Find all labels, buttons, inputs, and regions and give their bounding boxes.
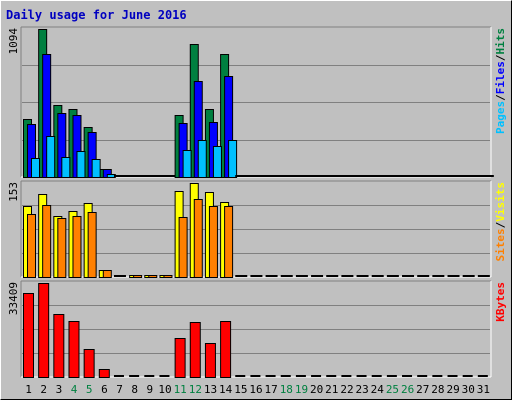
x-tick-label: 14 [219, 383, 233, 396]
x-tick-label: 4 [71, 383, 78, 396]
bar-pages [212, 146, 222, 178]
x-tick-label: 10 [158, 383, 171, 396]
x-tick-label: 28 [431, 383, 444, 396]
x-tick-label: 7 [116, 383, 123, 396]
bar-pages [197, 140, 207, 178]
bar-sites [102, 270, 112, 278]
x-tick-label: 6 [101, 383, 108, 396]
bar-kbytes [68, 321, 80, 378]
bar-kbytes [204, 343, 216, 378]
bar-sites [27, 214, 36, 278]
bar-kbytes [53, 314, 65, 378]
x-tick-label: 21 [325, 383, 338, 396]
bar-kbytes [189, 322, 201, 378]
bar-kbytes [38, 283, 50, 378]
x-tick-label: 13 [204, 383, 217, 396]
bar-pages [76, 151, 86, 178]
legend-entry: Hits [494, 28, 507, 55]
legend: Sites/Visits [494, 182, 507, 262]
x-tick-label: 8 [131, 383, 138, 396]
legend-entry: / [494, 94, 507, 101]
bar-kbytes [83, 349, 95, 378]
bar-sites [57, 218, 67, 278]
bar-pages [182, 150, 192, 178]
bar-kbytes [23, 293, 34, 378]
x-tick-label: 22 [340, 383, 353, 396]
x-tick-label: 26 [401, 383, 414, 396]
x-tick-label: 31 [477, 383, 490, 396]
bar-sites [178, 217, 188, 278]
bar-pages [46, 136, 56, 178]
bar-sites [87, 212, 97, 278]
x-tick-label: 25 [386, 383, 399, 396]
bar-sites [163, 275, 173, 278]
bar-kbytes [174, 338, 186, 378]
bar-sites [224, 206, 234, 278]
y-axis-max-label: 153 [7, 182, 20, 202]
x-tick-label: 12 [189, 383, 202, 396]
x-tick-label: 11 [174, 383, 187, 396]
x-tick-label: 29 [446, 383, 459, 396]
x-tick-label: 2 [40, 383, 47, 396]
y-axis-max-label: 1094 [7, 28, 20, 55]
x-tick-label: 16 [249, 383, 262, 396]
bar-sites [148, 275, 158, 278]
bar-kbytes [98, 369, 110, 378]
legend-entry: Files [494, 61, 507, 94]
x-tick-label: 24 [371, 383, 385, 396]
bar-sites [42, 205, 52, 278]
bar-kbytes [220, 321, 232, 378]
legend-entry: / [494, 54, 507, 61]
legend-entry: / [494, 221, 507, 228]
legend-entry: Visits [494, 182, 507, 222]
x-tick-label: 9 [147, 383, 154, 396]
chart-title: Daily usage for June 2016 [6, 8, 187, 22]
legend-entry: Sites [494, 228, 507, 261]
legend: KBytes [494, 282, 507, 322]
bar-sites [193, 199, 203, 278]
x-tick-label: 3 [56, 383, 63, 396]
x-tick-label: 20 [310, 383, 323, 396]
legend-entry: KBytes [494, 282, 507, 322]
bar-pages [31, 158, 40, 178]
x-tick-label: 17 [265, 383, 278, 396]
x-tick-label: 30 [462, 383, 475, 396]
bar-pages [228, 140, 238, 178]
x-tick-label: 27 [416, 383, 429, 396]
x-tick-label: 1 [25, 383, 32, 396]
bar-pages [61, 157, 71, 178]
bar-sites [208, 206, 218, 278]
x-tick-label: 15 [234, 383, 247, 396]
x-tick-label: 5 [86, 383, 93, 396]
x-tick-label: 18 [280, 383, 293, 396]
bar-sites [72, 216, 82, 278]
bar-sites [133, 275, 143, 278]
y-axis-max-label: 33409 [7, 282, 20, 315]
x-tick-label: 19 [295, 383, 308, 396]
x-tick-label: 23 [356, 383, 369, 396]
legend: Pages/Files/Hits [494, 28, 507, 134]
legend-entry: Pages [494, 101, 507, 134]
bar-pages [91, 159, 101, 178]
